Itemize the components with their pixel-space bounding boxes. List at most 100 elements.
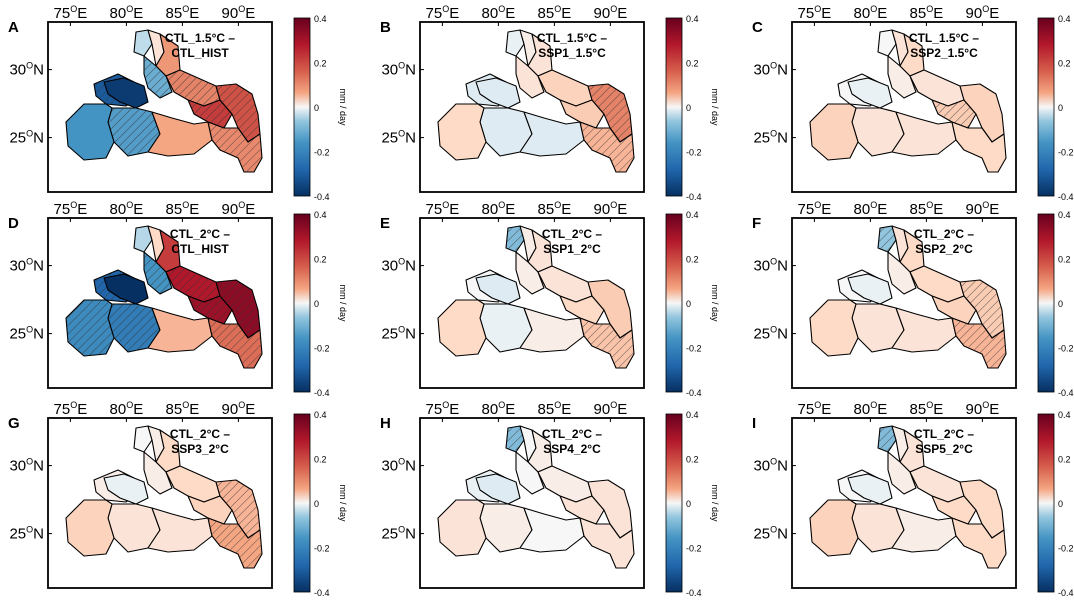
hatch-east	[588, 84, 632, 142]
basin-map	[65, 425, 263, 569]
panel-title-line1: CTL_1.5°C –	[165, 31, 235, 45]
panel-d: D 75OE 80OE 85OE 90OE 30ON 25ON CTL_2°C –CTL_HI…	[8, 200, 348, 398]
panel-title-line1: CTL_2°C –	[914, 227, 974, 241]
region-mid	[143, 451, 173, 495]
x-tick-label: 85OE	[538, 400, 572, 418]
colorbar-label: mm / day	[710, 88, 720, 126]
y-tick-label: 30ON	[753, 457, 788, 475]
region-southwest	[437, 499, 487, 557]
hatch-central	[108, 304, 160, 352]
x-tick-label: 80OE	[482, 4, 516, 22]
hatch-east	[216, 480, 260, 538]
region-ganga	[559, 99, 605, 129]
colorbar	[1037, 413, 1055, 593]
region-upper1	[133, 425, 153, 453]
region-south	[147, 307, 213, 353]
y-tick-label: 25ON	[753, 525, 788, 543]
x-tick-label: 90OE	[594, 200, 628, 218]
y-tick-label: 25ON	[9, 129, 44, 147]
colorbar-tick-label: -0.2	[1058, 344, 1074, 354]
hatch-central	[108, 108, 160, 156]
y-tick-label: 25ON	[9, 325, 44, 343]
colorbar-tick-label: 0.4	[314, 210, 327, 220]
colorbar-tick-label: 0.4	[1058, 410, 1071, 420]
colorbar-tick-label: 0	[1058, 299, 1063, 309]
colorbar-tick-label: 0.4	[686, 14, 699, 24]
x-tick-label: 85OE	[910, 400, 944, 418]
region-south	[147, 507, 213, 553]
colorbar-tick-label: -0.2	[314, 148, 330, 158]
panel-i: I 75OE 80OE 85OE 90OE 30ON 25ON CTL_2°C –SSP5_2…	[752, 400, 1074, 598]
hatch-southeast	[208, 518, 262, 568]
region-westcentral	[103, 473, 149, 505]
colorbar-tick-label: -0.4	[1058, 588, 1074, 598]
region-upper1	[505, 29, 525, 57]
panel-title-line1: CTL_2°C –	[542, 427, 602, 441]
x-tick-label: 80OE	[854, 200, 888, 218]
region-south	[519, 307, 585, 353]
panel-f: F 75OE 80OE 85OE 90OE 30ON 25ON CTL_2°C –SSP2_2…	[752, 200, 1074, 398]
colorbar-tick-label: 0.2	[686, 455, 699, 465]
x-tick-label: 75OE	[426, 400, 460, 418]
region-ganga	[187, 495, 233, 525]
colorbar	[293, 413, 311, 593]
panel-a: A 75OE 80OE 85OE 90OE 30ON 25ON CTL_1.5°C –CTL_…	[8, 4, 348, 202]
x-tick-label: 85OE	[910, 4, 944, 22]
colorbar-tick-label: 0	[1058, 499, 1063, 509]
colorbar-tick-label: -0.4	[1058, 388, 1074, 398]
x-tick-label: 75OE	[54, 200, 88, 218]
region-westcentral	[475, 273, 521, 305]
region-south	[147, 111, 213, 157]
panel-title-line1: CTL_2°C –	[170, 427, 230, 441]
region-mid	[887, 55, 917, 99]
y-tick-label: 25ON	[9, 525, 44, 543]
region-southeast	[579, 517, 635, 569]
region-southwest	[65, 103, 115, 161]
colorbar-tick-label: 0.2	[1058, 59, 1071, 69]
colorbar-label: mm / day	[338, 484, 348, 522]
y-tick-label: 30ON	[9, 457, 44, 475]
colorbar-tick-label: 0.4	[1058, 14, 1071, 24]
panel-title-line2: SSP2_1.5°C	[910, 46, 978, 60]
hatch-upper1	[506, 426, 524, 452]
hatch-mid	[144, 56, 172, 98]
colorbar-label: mm / day	[338, 284, 348, 322]
basin-map	[809, 29, 1007, 173]
panel-title-line2: SSP1_1.5°C	[538, 46, 606, 60]
x-tick-label: 75OE	[54, 400, 88, 418]
colorbar-tick-label: 0.4	[314, 410, 327, 420]
colorbar-tick-label: -0.4	[314, 588, 330, 598]
hatch-southeast	[208, 318, 262, 368]
panel-h: H 75OE 80OE 85OE 90OE 30ON 25ON CTL_2°C –SSP4_2…	[380, 400, 720, 598]
hatch-east	[960, 280, 1004, 338]
panel-letter: H	[380, 415, 391, 432]
panel-title-line2: CTL_HIST	[171, 46, 229, 60]
colorbar-tick-label: -0.4	[686, 588, 702, 598]
colorbar-tick-label: 0.2	[686, 255, 699, 265]
panel-title-line1: CTL_1.5°C –	[909, 31, 979, 45]
region-south	[891, 307, 957, 353]
panel-title-line2: SSP2_2°C	[915, 242, 973, 256]
colorbar-tick-label: -0.2	[314, 344, 330, 354]
basin-map	[65, 29, 263, 173]
region-westcentral	[847, 273, 893, 305]
region-southwest	[65, 499, 115, 557]
hatch-gangnorth	[166, 266, 220, 302]
region-ganga	[931, 495, 977, 525]
panel-g: G 75OE 80OE 85OE 90OE 30ON 25ON CTL_2°C –SSP3_2…	[8, 400, 348, 598]
x-tick-label: 80OE	[854, 4, 888, 22]
colorbar-tick-label: 0	[314, 299, 319, 309]
colorbar-tick-label: -0.2	[686, 544, 702, 554]
x-tick-label: 80OE	[854, 400, 888, 418]
x-tick-label: 75OE	[798, 4, 832, 22]
x-tick-label: 90OE	[966, 4, 1000, 22]
region-westcentral	[475, 473, 521, 505]
hatch-southeast	[580, 318, 634, 368]
y-tick-label: 25ON	[381, 129, 416, 147]
colorbar-tick-label: -0.2	[314, 544, 330, 554]
colorbar-tick-label: 0.2	[686, 59, 699, 69]
hatch-southeast	[580, 122, 634, 172]
colorbar	[665, 213, 683, 393]
colorbar	[1037, 213, 1055, 393]
